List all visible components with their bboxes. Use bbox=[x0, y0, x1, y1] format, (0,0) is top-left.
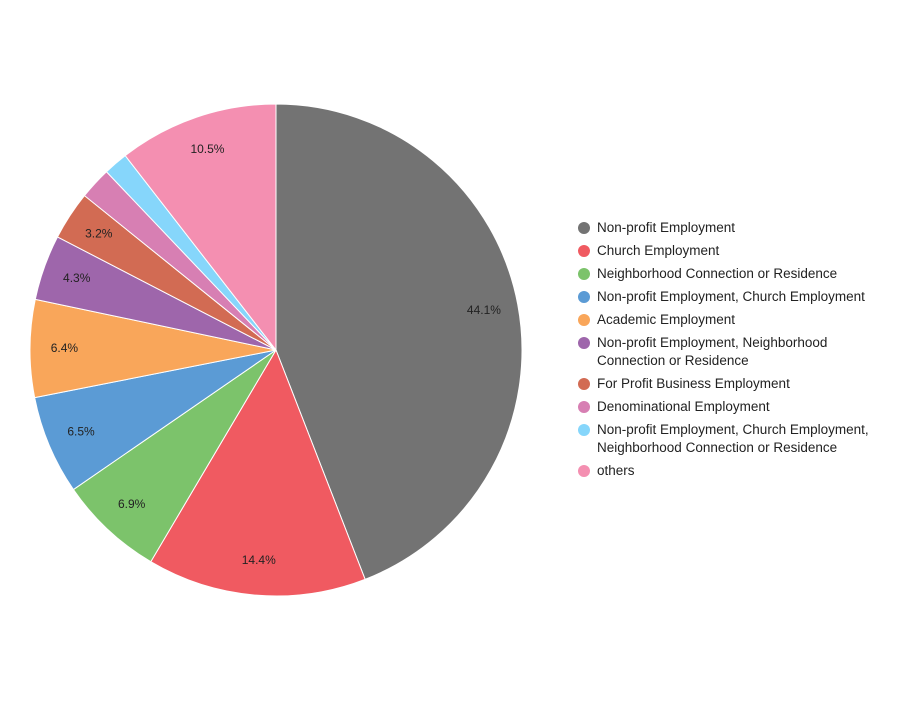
pie-data-label-4: 6.4% bbox=[51, 341, 79, 355]
pie-data-label-9: 10.5% bbox=[190, 142, 224, 156]
pie-slice-9[interactable] bbox=[124, 103, 277, 352]
legend-item[interactable]: Church Employment bbox=[578, 242, 898, 260]
legend-item[interactable]: Academic Employment bbox=[578, 311, 898, 329]
legend-item[interactable]: Non-profit Employment, Church Employment… bbox=[578, 421, 898, 457]
pie-data-label-0: 44.1% bbox=[467, 303, 501, 317]
legend-label: Non-profit Employment, Church Employment… bbox=[597, 422, 869, 455]
legend-item[interactable]: Non-profit Employment, Church Employment bbox=[578, 288, 898, 306]
legend-swatch-icon bbox=[578, 465, 590, 477]
pie-slice-0[interactable] bbox=[275, 103, 523, 580]
legend-swatch-icon bbox=[578, 424, 590, 436]
legend-label: Non-profit Employment, Church Employment bbox=[597, 289, 865, 304]
legend-item[interactable]: Non-profit Employment bbox=[578, 219, 898, 237]
pie-data-label-6: 3.2% bbox=[85, 227, 113, 241]
legend-swatch-icon bbox=[578, 268, 590, 280]
legend-label: For Profit Business Employment bbox=[597, 376, 790, 391]
pie-data-labels: 44.1% 14.4% 6.9% 6.5% 6.4% 4.3% 3.2% 10.5% bbox=[51, 142, 502, 567]
legend-swatch-icon bbox=[578, 378, 590, 390]
legend-item[interactable]: Denominational Employment bbox=[578, 398, 898, 416]
pie-slice-1[interactable] bbox=[150, 348, 366, 597]
legend-swatch-icon bbox=[578, 337, 590, 349]
legend-label: Non-profit Employment bbox=[597, 220, 736, 235]
legend-swatch-icon bbox=[578, 401, 590, 413]
legend-swatch-icon bbox=[578, 245, 590, 257]
legend-label: Neighborhood Connection or Residence bbox=[597, 266, 838, 281]
pie-data-label-2: 6.9% bbox=[118, 497, 146, 511]
pie-data-label-1: 14.4% bbox=[242, 553, 276, 567]
legend-label: Non-profit Employment, Neighborhood Conn… bbox=[597, 335, 828, 368]
legend-label: Academic Employment bbox=[597, 312, 736, 327]
pie-slice-2[interactable] bbox=[72, 349, 277, 563]
legend-item[interactable]: others bbox=[578, 462, 898, 480]
legend-swatch-icon bbox=[578, 222, 590, 234]
legend-label: Church Employment bbox=[597, 243, 720, 258]
legend-item[interactable]: For Profit Business Employment bbox=[578, 375, 898, 393]
legend-swatch-icon bbox=[578, 291, 590, 303]
legend-swatch-icon bbox=[578, 314, 590, 326]
pie-chart: 44.1% 14.4% 6.9% 6.5% 6.4% 4.3% 3.2% 10.5% bbox=[29, 103, 523, 597]
legend-label: Denominational Employment bbox=[597, 399, 770, 414]
pie-data-label-5: 4.3% bbox=[63, 271, 91, 285]
chart-legend: Non-profit Employment Church Employment Ne… bbox=[578, 219, 898, 485]
legend-item[interactable]: Neighborhood Connection or Residence bbox=[578, 265, 898, 283]
pie-slices bbox=[29, 103, 523, 597]
legend-item[interactable]: Non-profit Employment, Neighborhood Conn… bbox=[578, 334, 898, 370]
legend-label: others bbox=[597, 463, 635, 478]
pie-data-label-3: 6.5% bbox=[67, 424, 95, 438]
